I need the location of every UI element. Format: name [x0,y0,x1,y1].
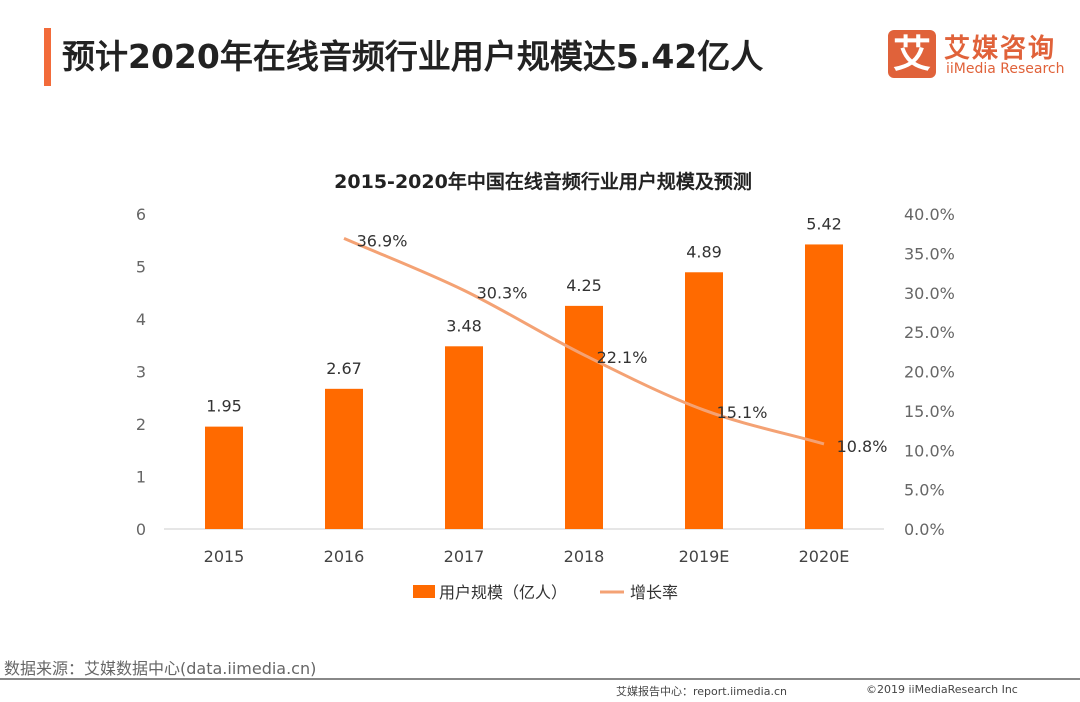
bar-value-label: 4.89 [686,242,722,261]
x-tick-label: 2020E [799,547,850,566]
footer-divider [0,678,1080,680]
right-tick-label: 35.0% [904,244,955,263]
right-tick-label: 10.0% [904,441,955,460]
line-value-label: 30.3% [477,283,528,302]
chart-title: 2015-2020年中国在线音频行业用户规模及预测 [334,170,752,193]
left-tick-label: 0 [136,520,146,539]
logo-mark: 艾 [888,30,936,78]
x-tick-label: 2015 [204,547,245,566]
bar-value-label: 3.48 [446,316,482,335]
iimedia-logo: 艾 艾媒咨询 iiMedia Research [888,30,1078,80]
logo-cn-text: 艾媒咨询 [944,34,1057,64]
line-value-label: 15.1% [717,403,768,422]
left-tick-label: 5 [136,258,146,277]
right-tick-label: 5.0% [904,481,945,500]
bar [805,244,843,529]
x-tick-label: 2017 [444,547,485,566]
right-tick-label: 25.0% [904,323,955,342]
left-tick-label: 3 [136,363,146,382]
footer-copyright: ©2019 iiMediaResearch Inc [866,683,1018,696]
data-source: 数据来源：艾媒数据中心(data.iimedia.cn) [4,659,317,678]
right-tick-label: 0.0% [904,520,945,539]
bar [205,426,243,529]
bar [445,346,483,529]
growth-rate-line [343,237,825,446]
left-tick-label: 2 [136,415,146,434]
left-tick-label: 1 [136,468,146,487]
left-tick-label: 6 [136,205,146,224]
right-tick-label: 40.0% [904,205,955,224]
bar-value-label: 4.25 [566,276,602,295]
bar-value-label: 2.67 [326,359,362,378]
right-tick-label: 30.0% [904,284,955,303]
left-tick-label: 4 [136,310,146,329]
legend-line-label: 增长率 [630,583,678,602]
footer-report-link[interactable]: 艾媒报告中心：report.iimedia.cn [616,685,787,698]
bar-value-label: 1.95 [206,397,242,416]
logo-en-text: iiMedia Research [946,61,1065,77]
page-title: 预计2020年在线音频行业用户规模达5.42亿人 [62,37,764,76]
legend-bar-swatch [413,585,435,598]
bar [325,388,363,529]
x-tick-label: 2016 [324,547,365,566]
bar [565,305,603,529]
legend-bar-label: 用户规模（亿人） [439,583,567,602]
bar [685,272,723,529]
bar-value-label: 5.42 [806,214,842,233]
line-value-label: 36.9% [357,231,408,250]
x-tick-label: 2019E [679,547,730,566]
title-accent-bar [44,28,51,86]
x-tick-label: 2018 [564,547,605,566]
line-value-label: 22.1% [597,348,648,367]
line-value-label: 10.8% [837,437,888,456]
chart: 2015-2020年中国在线音频行业用户规模及预测 0 1 2 3 4 5 6 0.0% 5.0… [136,170,955,602]
right-tick-label: 15.0% [904,402,955,421]
right-tick-label: 20.0% [904,363,955,382]
